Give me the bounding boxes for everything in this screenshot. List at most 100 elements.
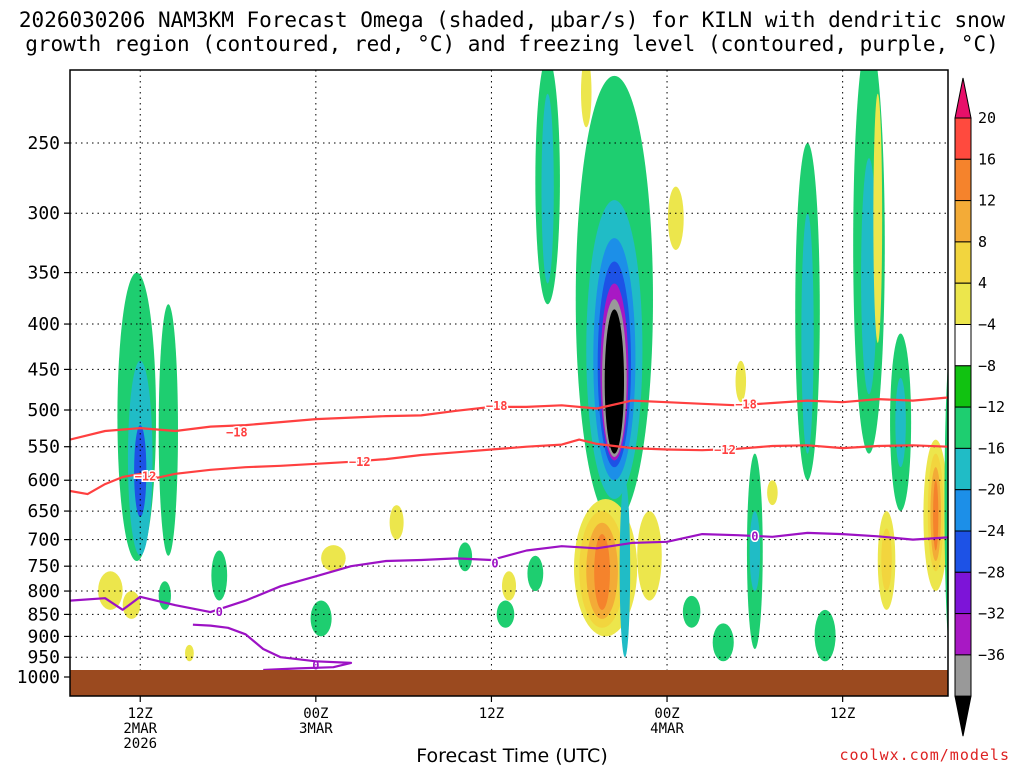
x-tick-label: 2026 <box>123 736 157 752</box>
contour-line--12 <box>70 438 948 496</box>
omega-area-yellow3 <box>321 545 346 572</box>
y-tick-label: 950 <box>27 647 60 668</box>
contour-label--18: −18 <box>735 398 757 412</box>
x-tick-label: 12Z <box>830 706 855 722</box>
colorbar-label: −12 <box>978 398 1005 416</box>
colorbar-label: −8 <box>978 357 996 375</box>
omega-area-late-green <box>944 364 948 640</box>
contour-label--18: −18 <box>226 425 248 439</box>
plot-frame <box>69 69 949 697</box>
colorbar-segment <box>954 695 972 737</box>
omega-area-green3 <box>211 550 228 601</box>
colorbar-segment <box>954 324 972 367</box>
contour-label--12: −12 <box>714 443 736 457</box>
contour-line-0b <box>192 623 353 672</box>
omega-area-lower-red <box>594 534 610 610</box>
colorbar-label: 20 <box>978 109 996 127</box>
colorbar-segment <box>954 571 972 615</box>
y-tick-label: 900 <box>27 626 60 647</box>
omega-area-cyan11 <box>801 213 814 454</box>
omega-area-late-red <box>933 480 939 551</box>
y-tick-label: 250 <box>27 133 60 154</box>
x-tick-label: 3MAR <box>299 721 333 737</box>
ground-surface <box>70 670 948 696</box>
colorbar-segment <box>954 406 972 449</box>
colorbar-segment <box>954 447 972 491</box>
omega-area-yellow5 <box>501 571 517 601</box>
omega-area-green12 <box>814 609 836 662</box>
colorbar-label: 12 <box>978 192 996 210</box>
contour-label-0: 0 <box>751 529 758 543</box>
omega-area-small-yellow <box>185 644 194 662</box>
y-tick-label: 700 <box>27 530 60 551</box>
colorbar-segment <box>954 489 972 532</box>
omega-area-cyan13 <box>861 158 877 395</box>
colorbar-label: −28 <box>978 563 1005 581</box>
colorbar-label: −20 <box>978 481 1005 499</box>
omega-area-early-yellow2 <box>122 591 141 619</box>
contour-label-0: 0 <box>312 658 319 672</box>
omega-area-top-yellow <box>580 70 592 128</box>
colorbar-segment <box>954 365 972 408</box>
site-credit: coolwx.com/models <box>839 746 1010 764</box>
chart-title-line2: growth region (contoured, red, °C) and f… <box>25 32 999 56</box>
omega-area-green9 <box>712 623 734 662</box>
omega-area-main-black <box>604 309 625 454</box>
colorbar-segment <box>954 241 972 284</box>
omega-area-green4 <box>310 600 332 637</box>
omega-area-yellow7 <box>667 186 684 250</box>
x-tick-label: 4MAR <box>650 721 684 737</box>
y-tick-label: 450 <box>27 359 60 380</box>
chart-title-line1: 2026030206 NAM3KM Forecast Omega (shaded… <box>18 8 1006 32</box>
x-tick-label: 12Z <box>128 706 153 722</box>
y-tick-label: 350 <box>27 263 60 284</box>
omega-area-cyan14 <box>895 377 906 468</box>
omega-area-early-blue <box>134 425 147 517</box>
contour-label--18: −18 <box>486 399 508 413</box>
omega-area-green5 <box>458 542 473 572</box>
omega-area-green6 <box>527 555 544 592</box>
omega-area-yellow8 <box>735 360 747 403</box>
contour-line-0 <box>70 531 948 614</box>
colorbar-segment <box>954 77 972 119</box>
omega-area-upper-cyan <box>541 93 554 284</box>
y-tick-label: 850 <box>27 604 60 625</box>
omega-area-yellow9 <box>767 480 778 506</box>
omega-area-early-yellow <box>98 571 123 610</box>
colorbar-segment <box>954 282 972 326</box>
contour-label--12: −12 <box>349 455 371 469</box>
omega-area-cyan10 <box>749 511 761 592</box>
omega-area-yellow6 <box>637 511 662 601</box>
y-tick-label: 300 <box>27 203 60 224</box>
x-tick-label: 2MAR <box>123 721 157 737</box>
contour-label-0: 0 <box>491 557 498 571</box>
colorbar-label: −16 <box>978 439 1005 457</box>
contour-label--12: −12 <box>135 469 157 483</box>
y-tick-label: 650 <box>27 501 60 522</box>
contour-line--18 <box>70 396 948 441</box>
omega-area-narrow-cyan <box>619 480 631 658</box>
colorbar-segment <box>954 613 972 656</box>
y-tick-label: 500 <box>27 400 60 421</box>
y-tick-label: 800 <box>27 581 60 602</box>
x-tick-label: 00Z <box>303 706 328 722</box>
x-tick-label: 00Z <box>654 706 679 722</box>
omega-area-small-green <box>158 581 171 610</box>
colorbar-label: −24 <box>978 522 1005 540</box>
x-tick-label: 12Z <box>479 706 504 722</box>
colorbar-label: 8 <box>978 233 987 251</box>
contour-label-0: 0 <box>216 605 223 619</box>
y-tick-label: 750 <box>27 556 60 577</box>
y-tick-label: 600 <box>27 470 60 491</box>
colorbar-segment <box>954 200 972 243</box>
y-tick-label: 400 <box>27 314 60 335</box>
colorbar-label: −36 <box>978 646 1005 664</box>
omega-area-gold10 <box>881 528 892 592</box>
omega-area-green8 <box>682 595 701 628</box>
colorbar-label: −32 <box>978 605 1005 623</box>
colorbar-label: 16 <box>978 150 996 168</box>
colorbar-segment <box>954 530 972 573</box>
colorbar-segment <box>954 654 972 697</box>
colorbar-label: −4 <box>978 316 996 334</box>
